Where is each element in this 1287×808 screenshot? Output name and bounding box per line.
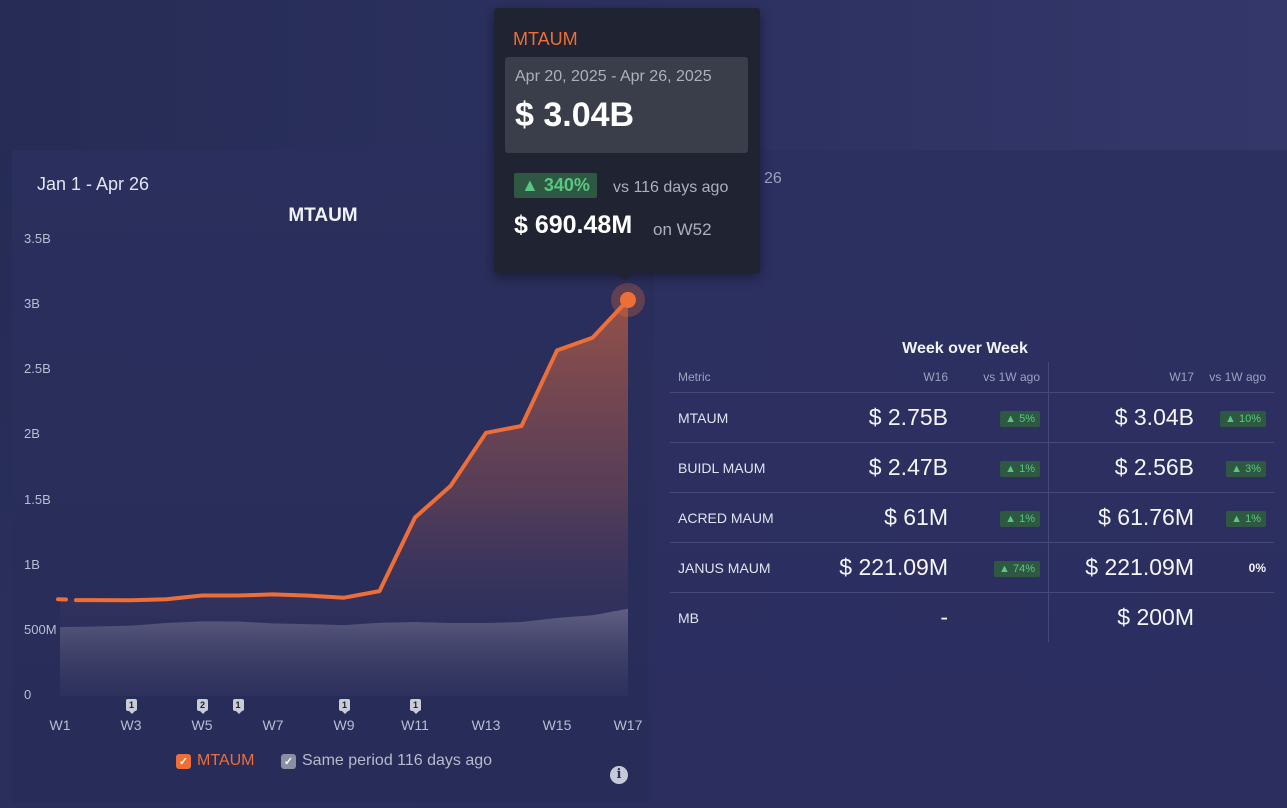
tooltip-previous-week: on W52: [653, 220, 712, 239]
tooltip-change-badge: ▲ 340%: [514, 173, 597, 198]
tooltip-previous-value: $ 690.48M: [514, 211, 633, 239]
cell-d16: ▲ 1%: [948, 492, 1049, 543]
checkbox-checked-icon[interactable]: ✓: [176, 753, 191, 769]
cell-w16: $ 221.09M: [798, 542, 948, 593]
cell-d16: ▲ 74%: [948, 542, 1049, 593]
annotation-marker[interactable]: 1: [339, 699, 350, 714]
tooltip-current-value: $ 3.04B: [515, 96, 635, 134]
table-row[interactable]: BUIDL MAUM $ 2.47B ▲ 1% $ 2.56B ▲ 3%: [670, 442, 1274, 493]
cell-d16: [948, 592, 1049, 642]
header-w17-delta[interactable]: vs 1W ago: [1194, 362, 1274, 393]
x-tick-label: W15: [542, 717, 572, 733]
y-tick-label: 3B: [24, 296, 40, 312]
x-tick-label: W1: [49, 717, 71, 733]
chart-title: MTAUM: [288, 205, 358, 226]
annotation-marker[interactable]: 1: [410, 699, 421, 714]
cell-w17: $ 200M: [1117, 604, 1194, 630]
cell-metric: JANUS MAUM: [670, 542, 798, 593]
mtaum-series-line: [73, 297, 630, 603]
cell-w17: $ 3.04B: [1048, 392, 1194, 443]
change-badge: ▲ 3%: [1226, 460, 1266, 477]
cell-d17: ▲ 3%: [1194, 442, 1274, 493]
cell-w17: $ 2.56B: [1048, 442, 1194, 493]
compare-series-area: [60, 608, 628, 696]
header-w16[interactable]: W16: [798, 362, 948, 393]
table-header-row: Metric W16 vs 1W ago W17 vs 1W ago: [670, 362, 1274, 393]
cell-w16: $ 61M: [798, 492, 948, 543]
change-badge: ▲ 1%: [1000, 510, 1040, 527]
table-row[interactable]: JANUS MAUM $ 221.09M ▲ 74% $ 221.09M 0%: [670, 542, 1274, 593]
x-tick-label: W13: [471, 717, 501, 733]
x-tick-label: W11: [401, 717, 429, 733]
date-range-label: Jan 1 - Apr 26: [37, 174, 150, 194]
checkbox-checked-icon[interactable]: ✓: [281, 753, 296, 769]
cell-metric: ACRED MAUM: [670, 492, 798, 543]
y-tick-label: 2B: [24, 426, 40, 442]
y-tick-label: 3.5B: [24, 231, 51, 246]
chart-tooltip: MTAUM Apr 20, 2025 - Apr 26, 2025 $ 3.04…: [494, 8, 760, 281]
cell-d16: ▲ 5%: [948, 392, 1049, 443]
x-tick-label: W17: [613, 717, 643, 733]
cell-d17: ▲ 10%: [1194, 392, 1274, 443]
legend-compare[interactable]: ✓ Same period 116 days ago: [281, 752, 492, 770]
mtaum-line-chart[interactable]: [0, 0, 660, 808]
y-tick-label: 500M: [24, 621, 57, 637]
tooltip-current-box: Apr 20, 2025 - Apr 26, 2025 $ 3.04B: [505, 57, 748, 153]
tooltip-title: MTAUM: [513, 29, 578, 49]
y-tick-label: 2.5B: [24, 361, 51, 377]
change-badge: ▲ 5%: [1000, 410, 1040, 427]
cell-metric: MTAUM: [670, 392, 798, 443]
wow-table: Metric W16 vs 1W ago W17 vs 1W ago MTAUM…: [670, 362, 1274, 642]
annotation-marker[interactable]: 2: [197, 699, 208, 714]
header-w17[interactable]: W17: [1048, 362, 1194, 393]
annotation-marker[interactable]: 1: [126, 699, 137, 714]
change-value: 0%: [1248, 560, 1266, 575]
change-badge: ▲ 74%: [994, 560, 1040, 577]
cell-d16: ▲ 1%: [948, 442, 1049, 493]
partial-date-label: 26: [764, 170, 782, 187]
cell-w17: $ 221.09M: [1048, 542, 1194, 593]
y-tick-label: 0: [24, 687, 32, 702]
x-tick-label: W3: [120, 717, 142, 733]
cell-d17: [1194, 593, 1274, 643]
legend-mtaum[interactable]: ✓ MTAUM: [176, 752, 254, 770]
cell-w16: $ 2.47B: [798, 442, 948, 493]
cell-d17: ▲ 1%: [1194, 492, 1274, 543]
x-tick-label: W5: [191, 717, 213, 733]
cell-w16: $ 2.75B: [798, 392, 948, 443]
mtaum-series-dashed-start: [56, 597, 73, 602]
change-badge: ▲ 1%: [1000, 460, 1040, 477]
change-badge: ▲ 1%: [1226, 510, 1266, 527]
y-tick-label: 1.5B: [24, 491, 51, 507]
mtaum-series-area: [60, 299, 628, 628]
cell-w16: -: [940, 604, 948, 630]
y-tick-label: 1B: [24, 556, 40, 572]
table-row[interactable]: MB - $ 200M: [670, 592, 1274, 643]
cell-d17: 0%: [1194, 542, 1274, 593]
cell-metric: MB: [678, 609, 699, 626]
table-row[interactable]: MTAUM $ 2.75B ▲ 5% $ 3.04B ▲ 10%: [670, 392, 1274, 443]
change-badge: ▲ 10%: [1220, 410, 1266, 427]
header-metric[interactable]: Metric: [670, 362, 798, 393]
cell-metric: BUIDL MAUM: [670, 442, 798, 493]
header-w16-delta[interactable]: vs 1W ago: [948, 362, 1049, 393]
x-tick-label: W7: [262, 717, 284, 733]
tooltip-date-range: Apr 20, 2025 - Apr 26, 2025: [515, 68, 712, 85]
legend-label: Same period 116 days ago: [302, 752, 493, 769]
table-row[interactable]: ACRED MAUM $ 61M ▲ 1% $ 61.76M ▲ 1%: [670, 492, 1274, 543]
cell-w17: $ 61.76M: [1048, 492, 1194, 543]
x-tick-label: W9: [333, 717, 355, 733]
highlight-point: [620, 291, 636, 308]
tooltip-vs-label: vs 116 days ago: [613, 179, 729, 196]
info-icon[interactable]: i: [610, 766, 628, 784]
legend-label: MTAUM: [197, 752, 255, 769]
wow-table-title: Week over Week: [902, 340, 1028, 357]
annotation-marker[interactable]: 1: [232, 699, 244, 714]
